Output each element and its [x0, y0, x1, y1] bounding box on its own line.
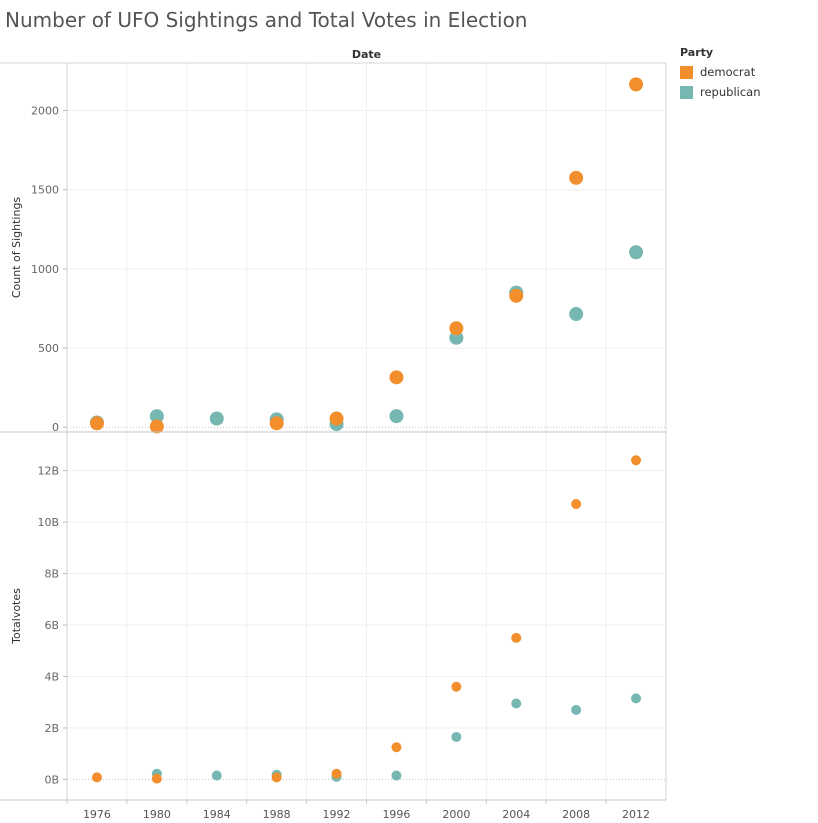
x-tick-label-2004: 2004: [502, 808, 530, 821]
y-tick-label: 1500: [31, 184, 59, 197]
point-republican-2008: [571, 704, 582, 715]
point-democrat-1976: [91, 772, 102, 783]
point-democrat-1988: [269, 416, 284, 431]
legend-title: Party: [680, 46, 714, 59]
legend: Party democrat republican: [680, 46, 761, 102]
point-democrat-1996: [389, 370, 404, 385]
y-tick-label: 500: [38, 342, 59, 355]
y-axis-title: Totalvotes: [10, 588, 23, 645]
point-democrat-1992: [331, 768, 342, 779]
point-democrat-2008: [569, 170, 584, 185]
y-tick-label: 8B: [44, 568, 59, 581]
point-republican-2000: [451, 731, 462, 742]
point-democrat-1996: [391, 742, 402, 753]
y-tick-label: 1000: [31, 263, 59, 276]
y-tick-label: 0B: [44, 773, 59, 786]
point-republican-1984: [209, 411, 224, 426]
point-democrat-1980: [151, 773, 162, 784]
point-democrat-1992: [329, 411, 344, 426]
point-democrat-1976: [89, 416, 104, 431]
x-tick-label-2012: 2012: [622, 808, 650, 821]
y-axis-title: Count of Sightings: [10, 197, 23, 299]
x-axis-header: Date: [352, 48, 381, 61]
point-republican-1996: [391, 770, 402, 781]
x-tick-label-1996: 1996: [382, 808, 410, 821]
x-tick-label-1992: 1992: [323, 808, 351, 821]
point-republican-2012: [631, 693, 642, 704]
point-democrat-2012: [629, 77, 644, 92]
point-democrat-2008: [571, 499, 582, 510]
x-tick-label-2000: 2000: [442, 808, 470, 821]
legend-swatch-republican: [680, 85, 693, 99]
y-tick-label: 0: [52, 421, 59, 434]
legend-item-democrat[interactable]: democrat: [680, 62, 761, 82]
point-democrat-2004: [509, 288, 524, 303]
point-democrat-1988: [271, 772, 282, 783]
point-republican-2008: [569, 307, 584, 322]
y-tick-label: 10B: [37, 516, 59, 529]
y-tick-label: 12B: [37, 465, 59, 478]
y-tick-label: 2B: [44, 722, 59, 735]
x-tick-label-1976: 1976: [83, 808, 111, 821]
point-republican-1996: [389, 409, 404, 424]
legend-swatch-democrat: [680, 65, 693, 79]
point-democrat-1980: [149, 419, 164, 434]
point-democrat-2000: [449, 321, 464, 336]
y-tick-label: 2000: [31, 105, 59, 118]
panel-totalvotes: 0B 2B 4B 6B 8B 10B 12B Totalvotes: [10, 432, 666, 800]
point-democrat-2004: [511, 632, 522, 643]
x-tick-label-2008: 2008: [562, 808, 590, 821]
x-tick-label-1988: 1988: [263, 808, 291, 821]
point-democrat-2012: [631, 455, 642, 466]
y-tick-label: 6B: [44, 619, 59, 632]
x-tick-label-1980: 1980: [143, 808, 171, 821]
chart-title: Number of UFO Sightings and Total Votes …: [5, 8, 528, 32]
point-republican-1980: [149, 409, 164, 424]
point-republican-2012: [629, 245, 644, 260]
point-democrat-2000: [451, 681, 462, 692]
point-republican-2004: [511, 698, 522, 709]
legend-label-democrat: democrat: [700, 65, 756, 79]
y-tick-label: 4B: [44, 670, 59, 683]
legend-label-republican: republican: [700, 85, 761, 99]
legend-item-republican[interactable]: republican: [680, 82, 761, 102]
point-republican-1984: [211, 770, 222, 781]
x-tick-label-1984: 1984: [203, 808, 231, 821]
panel-sightings: 0 500 1000 1500 2000 Count of Sightings: [10, 63, 666, 434]
